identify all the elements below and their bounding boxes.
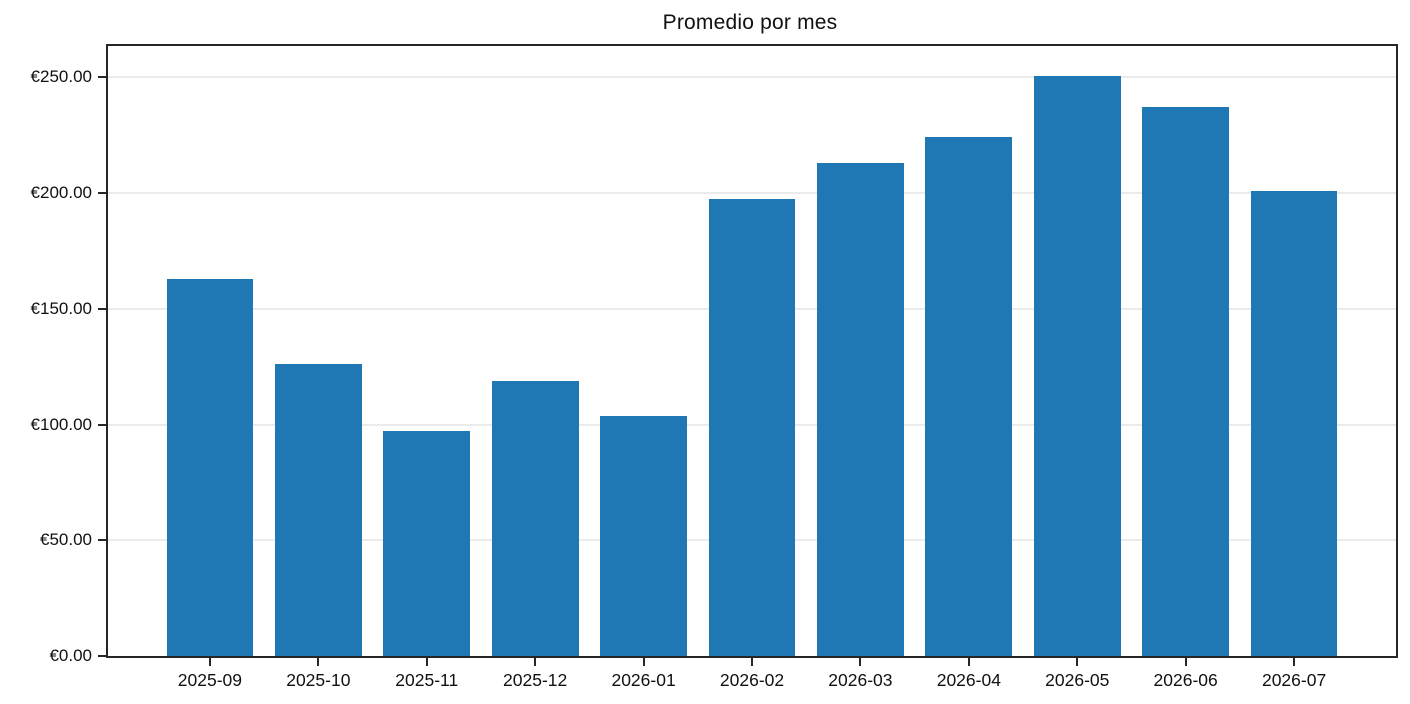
bar-2025-11 xyxy=(383,431,471,656)
bar-2026-02 xyxy=(708,198,796,656)
y-tick-mark-0 xyxy=(98,655,106,657)
gridline-200 xyxy=(108,192,1396,194)
x-tick-label-2026-07: 2026-07 xyxy=(1261,670,1327,690)
x-tick-mark-2026-01 xyxy=(642,658,645,666)
x-tick-mark-2026-07 xyxy=(1293,658,1296,666)
bar-2025-09 xyxy=(166,278,254,656)
x-tick-label-2026-03: 2026-03 xyxy=(828,670,893,690)
x-tick-label-2025-10: 2025-10 xyxy=(286,670,351,690)
bar-2026-06 xyxy=(1142,107,1230,656)
plot-area xyxy=(106,44,1398,658)
x-tick-label-2026-06: 2026-06 xyxy=(1153,670,1218,690)
x-tick-mark-2025-10 xyxy=(317,658,320,666)
y-tick-mark-250 xyxy=(98,76,106,79)
x-tick-mark-2026-05 xyxy=(1076,658,1079,666)
bar-2026-05 xyxy=(1033,76,1121,656)
x-tick-label-2025-11: 2025-11 xyxy=(395,670,459,690)
y-tick-mark-200 xyxy=(98,192,106,194)
x-tick-mark-2025-12 xyxy=(534,658,537,666)
y-tick-label-200: €200.00 xyxy=(30,183,92,202)
y-tick-label-50: €50.00 xyxy=(40,530,92,550)
y-tick-label-0: €0.00 xyxy=(49,646,92,665)
x-tick-mark-2026-06 xyxy=(1184,658,1187,666)
y-tick-label-150: €150.00 xyxy=(30,298,92,318)
gridline-250 xyxy=(108,76,1396,79)
y-tick-label-250: €250.00 xyxy=(30,67,92,87)
y-tick-mark-100 xyxy=(98,423,106,426)
x-tick-label-2025-12: 2025-12 xyxy=(503,670,568,690)
x-tick-label-2026-04: 2026-04 xyxy=(936,670,1001,690)
y-tick-label-100: €100.00 xyxy=(30,414,92,434)
bar-2026-07 xyxy=(1250,190,1338,656)
x-tick-mark-2026-03 xyxy=(859,658,862,666)
y-tick-mark-150 xyxy=(98,307,106,310)
y-tick-mark-50 xyxy=(98,539,106,542)
x-tick-label-2026-01: 2026-01 xyxy=(611,670,676,690)
x-tick-mark-2025-11 xyxy=(425,658,428,666)
bar-2026-04 xyxy=(925,137,1013,656)
chart-title: Promedio por mes xyxy=(662,11,838,34)
x-tick-label-2026-02: 2026-02 xyxy=(719,670,785,690)
x-tick-label-2025-09: 2025-09 xyxy=(177,670,243,690)
bar-2025-10 xyxy=(274,364,362,656)
bar-2025-12 xyxy=(491,380,579,656)
x-tick-mark-2026-04 xyxy=(967,658,970,666)
x-tick-mark-2025-09 xyxy=(208,658,211,666)
x-tick-mark-2026-02 xyxy=(751,658,753,666)
bar-2026-03 xyxy=(817,162,904,656)
x-tick-label-2026-05: 2026-05 xyxy=(1045,670,1110,690)
bar-2026-01 xyxy=(600,416,687,656)
